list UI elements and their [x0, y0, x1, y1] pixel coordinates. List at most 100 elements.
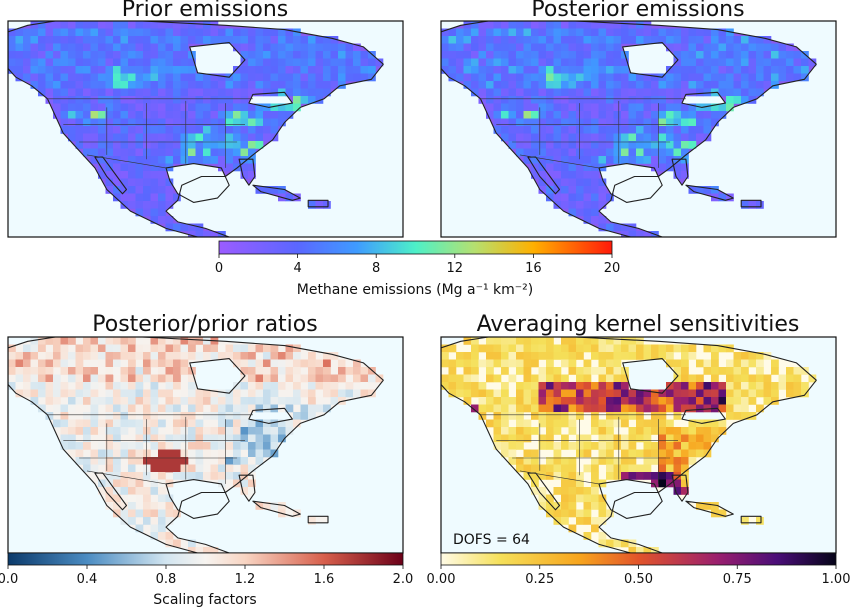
grid-cell — [583, 216, 592, 224]
grid-cell — [658, 352, 667, 360]
grid-cell — [673, 171, 682, 179]
grid-cell — [621, 449, 629, 458]
grid-cell — [598, 427, 607, 435]
grid-cell — [718, 382, 727, 390]
grid-cell — [568, 51, 577, 59]
grid-cell — [726, 359, 734, 368]
grid-cell — [188, 352, 196, 360]
grid-cell — [255, 374, 264, 383]
grid-cell — [628, 457, 637, 465]
grid-cell — [120, 419, 129, 428]
grid-cell — [150, 487, 159, 495]
grid-cell — [98, 81, 106, 89]
grid-cell — [441, 58, 449, 67]
grid-cell — [53, 374, 61, 383]
grid-cell — [165, 201, 174, 209]
grid-cell — [591, 201, 599, 209]
grid-cell — [105, 21, 114, 29]
grid-cell — [621, 133, 629, 142]
grid-cell — [613, 88, 622, 97]
grid-cell — [300, 36, 309, 44]
grid-cell — [523, 96, 532, 104]
grid-cell — [448, 389, 457, 398]
grid-cell — [583, 43, 592, 52]
grid-cell — [688, 81, 697, 89]
grid-cell — [158, 58, 166, 67]
grid-cell — [143, 66, 151, 74]
grid-cell — [546, 464, 554, 473]
grid-cell — [561, 51, 569, 59]
grid-cell — [756, 389, 764, 398]
grid-cell — [83, 412, 91, 420]
grid-cell — [703, 344, 712, 353]
grid-cell — [741, 43, 749, 52]
grid-cell — [493, 412, 502, 420]
grid-cell — [688, 389, 697, 398]
grid-cell — [531, 43, 539, 52]
grid-cell — [323, 404, 331, 413]
grid-cell — [150, 374, 159, 383]
grid-cell — [666, 434, 674, 443]
grid-cell — [293, 51, 301, 59]
grid-cell — [651, 397, 659, 405]
grid-cell — [83, 58, 91, 67]
grid-cell — [561, 111, 569, 119]
grid-cell — [561, 66, 569, 74]
grid-cell — [576, 344, 584, 353]
grid-cell — [636, 337, 644, 345]
grid-cell — [681, 359, 689, 368]
grid-cell — [538, 51, 547, 59]
grid-cell — [375, 58, 384, 67]
grid-cell — [23, 344, 31, 353]
grid-cell — [666, 73, 674, 82]
grid-cell — [456, 36, 464, 44]
grid-cell — [300, 73, 309, 82]
grid-cell — [493, 359, 502, 368]
grid-cell — [703, 359, 712, 368]
grid-cell — [368, 58, 376, 67]
grid-cell — [83, 148, 91, 157]
grid-cell — [598, 43, 607, 52]
grid-cell — [606, 509, 614, 518]
grid-cell — [75, 427, 84, 435]
grid-cell — [621, 231, 629, 237]
grid-cell — [523, 58, 532, 67]
grid-cell — [793, 66, 802, 74]
grid-cell — [501, 73, 509, 82]
grid-cell — [360, 367, 369, 375]
grid-cell — [210, 81, 219, 89]
grid-cell — [353, 43, 361, 52]
grid-cell — [75, 73, 84, 82]
grid-cell — [120, 397, 129, 405]
grid-cell — [598, 111, 607, 119]
grid-cell — [486, 337, 494, 345]
grid-cell — [568, 186, 577, 194]
grid-cell — [538, 141, 547, 149]
grid-cell — [568, 141, 577, 149]
grid-cell — [90, 103, 99, 112]
grid-cell — [45, 81, 54, 89]
grid-cell — [68, 359, 76, 368]
grid-cell — [703, 28, 712, 37]
grid-cell — [696, 28, 704, 37]
grid-cell — [278, 66, 286, 74]
grid-cell — [308, 36, 316, 44]
grid-cell — [553, 171, 562, 179]
grid-cell — [523, 397, 532, 405]
grid-cell — [263, 344, 271, 353]
grid-cell — [285, 374, 294, 383]
grid-cell — [583, 509, 592, 518]
grid-cell — [120, 58, 129, 67]
grid-cell — [135, 111, 144, 119]
grid-cell — [726, 367, 734, 375]
grid-cell — [150, 193, 159, 202]
grid-cell — [68, 36, 76, 44]
grid-cell — [538, 81, 547, 89]
grid-cell — [75, 382, 84, 390]
grid-cell — [741, 517, 749, 525]
grid-cell — [105, 472, 114, 480]
grid-cell — [591, 208, 599, 217]
grid-cell — [538, 118, 547, 127]
grid-cell — [531, 382, 539, 390]
grid-cell — [263, 502, 271, 510]
